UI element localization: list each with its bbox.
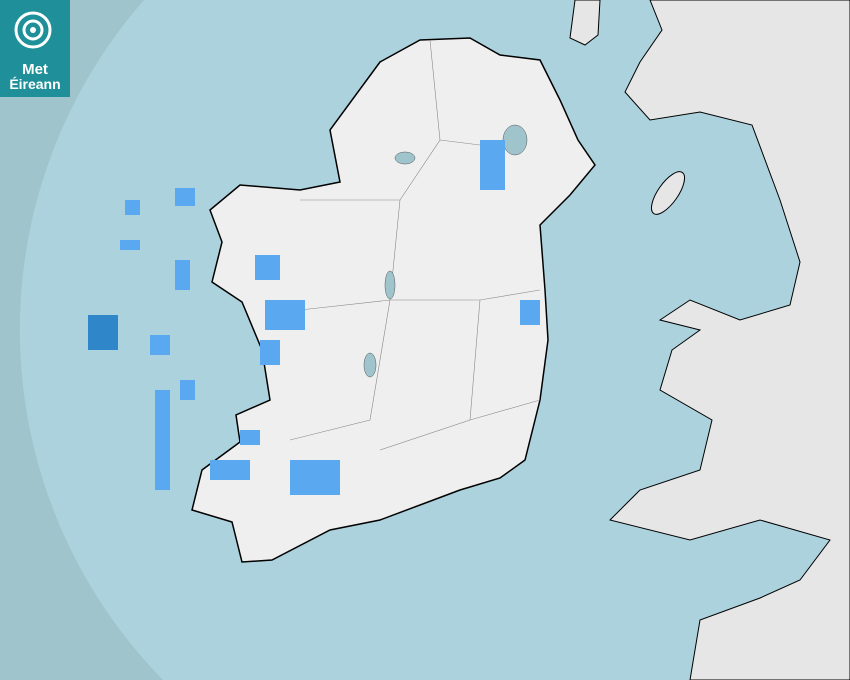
isle-of-man	[650, 171, 686, 215]
lakes	[363, 124, 528, 378]
logo-text-eireann: Éireann	[9, 76, 61, 92]
met-eireann-logo[interactable]: Met Éireann	[0, 0, 70, 97]
logo-text-met: Met	[22, 61, 48, 78]
swirl-icon	[14, 11, 52, 49]
great-britain-landmass	[609, 0, 850, 680]
scotland-island	[569, 0, 601, 46]
radar-echoes	[88, 140, 540, 495]
